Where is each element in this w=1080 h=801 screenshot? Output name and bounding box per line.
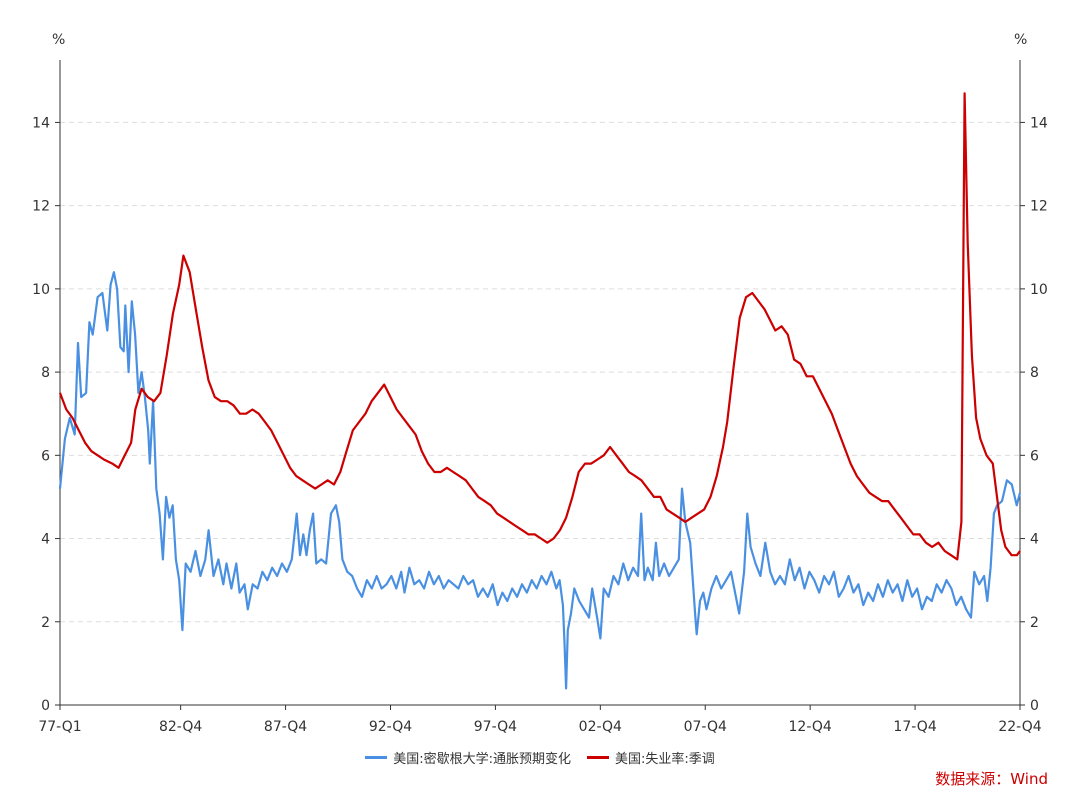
- y-tick-label-right: 6: [1030, 448, 1039, 464]
- y-tick-label-left: 4: [41, 532, 50, 548]
- series-line-inflation-expectation: [58, 271, 1022, 690]
- x-tick-label: 17-Q4: [893, 719, 936, 735]
- x-ticks: 77-Q1 82-Q4 87-Q4 92-Q4 97-Q4 02-Q4 07-Q4 12-Q4…: [38, 705, 1042, 735]
- x-tick-label: 82-Q4: [159, 719, 202, 735]
- series-line-unemployment-rate: [58, 92, 1021, 561]
- series-lines: [58, 92, 1022, 690]
- y-tick-label-left: 6: [41, 448, 50, 464]
- legend-item-unemployment: 美国:失业率:季调: [587, 748, 715, 767]
- y-tick-label-left: 10: [32, 282, 50, 298]
- chart-svg: % % 0 0 2 2 4 4 6 6 8 8 10 10 12 12 14 14 77-Q1 82-Q4 87-…: [32, 32, 1048, 735]
- x-tick-label: 97-Q4: [474, 719, 517, 735]
- legend-swatch-inflation: [365, 756, 388, 759]
- x-tick-label: 87-Q4: [264, 719, 307, 735]
- y-tick-label-right: 14: [1030, 115, 1048, 131]
- y-tick-label-left: 12: [32, 199, 50, 215]
- x-tick-label: 12-Q4: [789, 719, 832, 735]
- y-tick-label-right: 8: [1030, 365, 1039, 381]
- y-tick-label-right: 12: [1030, 199, 1048, 215]
- y-tick-label-right: 10: [1030, 282, 1048, 298]
- legend-swatch-unemployment: [587, 756, 609, 759]
- legend-label-inflation: 美国:密歇根大学:通胀预期变化: [393, 752, 571, 767]
- x-tick-label: 07-Q4: [684, 719, 727, 735]
- axes: [59, 60, 1021, 706]
- x-tick-label: 02-Q4: [579, 719, 622, 735]
- y-tick-label-left: 8: [41, 365, 50, 381]
- y-tick-label-left: 14: [32, 115, 50, 131]
- legend-label-unemployment: 美国:失业率:季调: [615, 752, 715, 767]
- y-tick-label-left: 0: [41, 698, 50, 714]
- legend-item-inflation: 美国:密歇根大学:通胀预期变化: [365, 748, 571, 767]
- legend: 美国:密歇根大学:通胀预期变化 美国:失业率:季调: [0, 748, 1080, 767]
- gridlines: [60, 121, 1020, 623]
- x-tick-label: 22-Q4: [998, 719, 1041, 735]
- left-unit-label: %: [52, 32, 65, 48]
- right-unit-label: %: [1014, 32, 1027, 48]
- source-label: 数据来源：Wind: [935, 770, 1048, 788]
- y-tick-label-left: 2: [41, 615, 50, 631]
- y-tick-label-right: 0: [1030, 698, 1039, 714]
- x-tick-label: 77-Q1: [38, 719, 81, 735]
- y-ticks: 0 0 2 2 4 4 6 6 8 8 10 10 12 12 14 14: [32, 115, 1048, 714]
- x-tick-label: 92-Q4: [369, 719, 412, 735]
- y-tick-label-right: 4: [1030, 532, 1039, 548]
- y-tick-label-right: 2: [1030, 615, 1039, 631]
